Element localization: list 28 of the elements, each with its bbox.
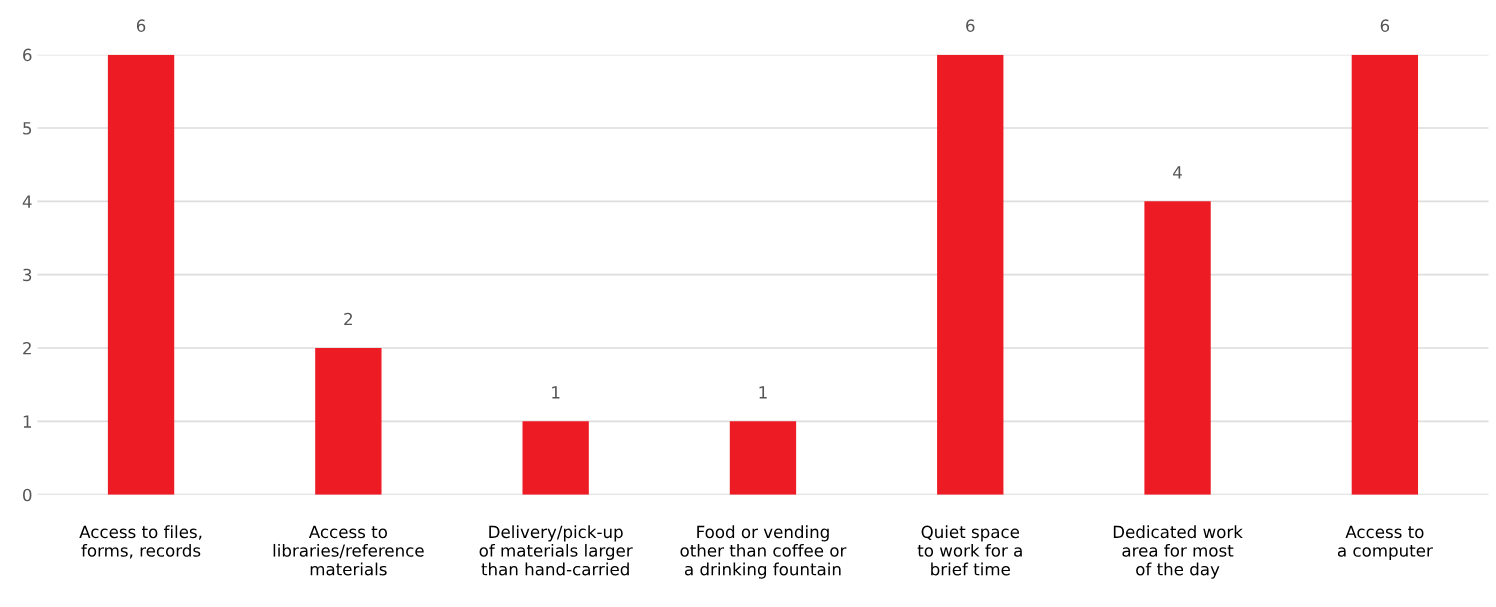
y-tick-label: 0 [23,488,32,502]
x-tick-label: Food or vending other than coffee or a drinking fountain [680,525,847,579]
bar [107,54,175,495]
bar [729,421,797,495]
bar [937,54,1004,495]
data-label: 4 [1173,166,1182,179]
y-tick-label: 5 [23,122,32,135]
y-tick-label: 4 [22,195,32,208]
data-label: 6 [136,19,146,32]
bar [1144,201,1211,495]
x-tick-label: Delivery/pick-up of materials larger than hand-carried [479,525,633,576]
bar [315,348,382,495]
y-tick-label: 1 [23,415,31,428]
y-tick-label: 3 [23,268,32,282]
data-label: 1 [759,386,767,399]
x-tick-label: Quiet space to work for a brief time [917,525,1022,576]
bar [1351,54,1419,495]
data-label: 1 [552,386,560,399]
data-label: 6 [1380,19,1390,32]
bar [522,421,589,495]
x-tick-label: Access to files, forms, records [79,525,202,559]
x-tick-label: Access to a computer [1337,525,1433,561]
x-tick-label: Access to libraries/reference materials [273,525,424,576]
data-label: 6 [966,19,975,32]
y-tick-label: 6 [23,48,32,62]
y-tick-label: 2 [23,341,31,355]
x-tick-label: Dedicated work area for most of the day [1113,525,1243,579]
data-label: 2 [344,312,352,326]
